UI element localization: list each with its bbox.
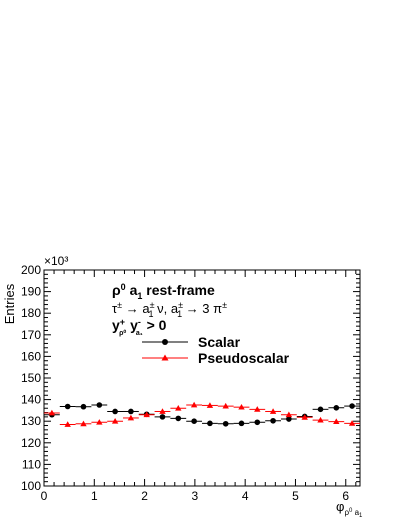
data-point (207, 420, 213, 427)
series-pseudoscalar (43, 401, 360, 427)
y-tick-label: 140 (21, 393, 41, 407)
data-point (96, 402, 103, 408)
data-point (222, 420, 229, 427)
data-point (270, 417, 276, 424)
x-tick-label: 4 (242, 489, 249, 503)
annotation-line1: ρ0 a1 rest-frame (112, 282, 215, 301)
data-point (206, 402, 214, 408)
data-point (254, 419, 261, 426)
y-tick-label: 200 (21, 263, 41, 277)
data-point (349, 403, 355, 409)
legend-scalar-marker (162, 339, 168, 345)
x-tick-labels: 0 1 2 3 4 5 6 (41, 489, 350, 503)
data-point (238, 403, 245, 410)
data-point (285, 411, 293, 418)
data-point (80, 403, 87, 410)
y-tick-label: 160 (21, 349, 41, 363)
data-point (190, 401, 198, 408)
y-tick-label: 130 (21, 414, 41, 428)
data-point (286, 416, 292, 422)
x-tick-label: 6 (342, 489, 349, 503)
legend-pseudoscalar-marker (161, 354, 169, 361)
annotation-line2: τ± → a± 1 ν, a± 1 → 3 π± (112, 300, 227, 319)
legend: Scalar Pseudoscalar (142, 334, 290, 366)
y-tick-label: 170 (21, 328, 41, 342)
y-tick-label: 110 (22, 457, 41, 471)
data-point (333, 418, 340, 425)
data-point (143, 411, 150, 418)
data-point (317, 406, 324, 413)
data-point (254, 406, 261, 412)
y-tick-label: 190 (21, 285, 41, 299)
x-tick-label: 1 (91, 489, 98, 503)
y-tick-label: 120 (21, 436, 41, 450)
data-point (111, 418, 119, 424)
y-scale-label: ×10³ (44, 254, 68, 268)
data-point (348, 420, 356, 426)
data-point (191, 418, 197, 425)
x-tick-label: 0 (41, 489, 48, 503)
y-tick-label: 180 (21, 306, 41, 320)
data-point (159, 408, 166, 414)
y-tick-label: 150 (21, 371, 41, 385)
data-point (159, 414, 166, 420)
annotation: ρ0 a1 rest-frame τ± → a± 1 ν, a± 1 → 3 π± … (112, 282, 227, 337)
x-axis-label: φρ0 a1 (336, 499, 363, 519)
data-point (64, 403, 71, 410)
axis-ticks (43, 269, 360, 487)
data-point (333, 405, 340, 411)
series-scalar (43, 402, 360, 427)
data-point (222, 402, 229, 409)
legend-pseudoscalar-label: Pseudoscalar (198, 350, 290, 366)
data-point (175, 405, 182, 411)
data-point (175, 415, 182, 422)
data-point (269, 408, 277, 414)
x-tick-label: 5 (292, 489, 299, 503)
y-tick-labels: 100 110 120 130 140 150 160 170 180 190 200 (21, 263, 41, 493)
data-point (48, 409, 56, 416)
data-point (301, 414, 308, 420)
data-point (64, 421, 71, 427)
annotation-line3: y+ ρ⁰ y-a₁ > 0 (112, 317, 167, 337)
data-point (112, 408, 118, 415)
x-tick-label: 2 (141, 489, 148, 503)
series-layer (43, 401, 360, 427)
y-axis-label: Entries (2, 283, 17, 324)
data-point (317, 416, 324, 423)
data-point (80, 420, 87, 427)
data-point (238, 420, 245, 427)
y-tick-label: 100 (21, 479, 41, 493)
x-tick-label: 3 (192, 489, 199, 503)
legend-scalar-label: Scalar (198, 334, 241, 350)
data-point (128, 408, 134, 415)
data-point (127, 414, 135, 421)
data-point (96, 419, 103, 425)
